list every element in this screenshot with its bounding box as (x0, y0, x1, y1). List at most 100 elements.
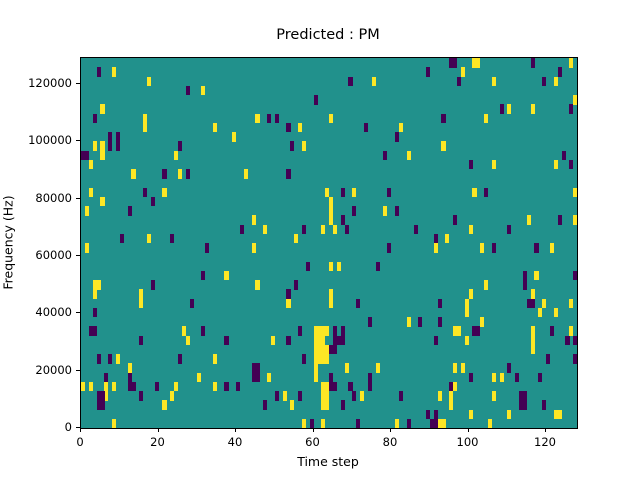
heatmap-cell (96, 67, 101, 77)
heatmap-cell (553, 76, 558, 87)
heatmap-cell (363, 122, 369, 133)
heatmap-cell (267, 372, 272, 383)
heatmap-cell (201, 270, 206, 281)
heatmap-cell (507, 224, 512, 235)
heatmap-cell (201, 326, 206, 336)
heatmap-cell (88, 187, 93, 198)
heatmap-cell (476, 58, 481, 68)
heatmap-cell (507, 409, 512, 420)
x-tick-label: 60 (305, 435, 320, 449)
heatmap-cell (263, 224, 268, 235)
heatmap-cell (301, 141, 307, 151)
heatmap-cell (356, 298, 361, 309)
heatmap-cell (340, 335, 345, 346)
x-tick-mark (312, 428, 314, 432)
heatmap-cell (96, 400, 101, 410)
heatmap-cell (549, 326, 555, 336)
heatmap-cell (112, 67, 117, 77)
heatmap-cell (433, 243, 438, 253)
heatmap-cell (573, 95, 577, 105)
x-tick-label: 120 (534, 435, 556, 449)
heatmap-cell (313, 335, 318, 346)
heatmap-cell (212, 122, 217, 133)
heatmap-cell (313, 363, 318, 373)
heatmap-cell (115, 141, 121, 151)
heatmap-cell (313, 95, 318, 105)
heatmap-cell (150, 196, 155, 207)
heatmap-cell (464, 298, 469, 309)
heatmap-cell (429, 418, 434, 428)
heatmap-cell (298, 122, 303, 133)
heatmap-cell (274, 113, 279, 124)
heatmap-cell (491, 243, 496, 253)
heatmap-cell (100, 400, 105, 410)
heatmap-cell (100, 391, 105, 401)
heatmap-cell (251, 372, 256, 383)
heatmap-cell (542, 76, 547, 87)
heatmap-cell (530, 344, 535, 355)
x-axis-label: Time step (297, 454, 359, 469)
heatmap-cell (352, 206, 357, 216)
heatmap-cell (162, 187, 167, 198)
heatmap-cell (565, 335, 570, 346)
heatmap-cell (321, 400, 326, 410)
heatmap-cell (112, 418, 117, 428)
heatmap-cell (170, 391, 175, 401)
heatmap-cell (127, 363, 132, 373)
heatmap-cell (437, 391, 442, 401)
y-tick-label: 0 (64, 420, 72, 434)
heatmap-cell (387, 243, 392, 253)
heatmap-cell (484, 187, 489, 198)
heatmap-cell (143, 122, 148, 133)
heatmap-cell (522, 280, 527, 290)
heatmap-cell (406, 418, 411, 428)
heatmap-plot-area (80, 57, 578, 429)
heatmap-cell (460, 67, 465, 77)
y-tick-mark (76, 369, 80, 371)
heatmap-cell (487, 418, 493, 428)
heatmap-cell (569, 58, 574, 68)
heatmap-cell (472, 58, 477, 68)
heatmap-cell (313, 326, 318, 336)
heatmap-cell (255, 363, 260, 373)
heatmap-cell (329, 215, 334, 225)
heatmap-cell (433, 335, 438, 346)
heatmap-cell (313, 344, 318, 355)
heatmap-cell (325, 400, 330, 410)
heatmap-cell (146, 233, 152, 244)
heatmap-cell (212, 354, 217, 364)
heatmap-cell (100, 196, 105, 207)
heatmap-cell (542, 400, 547, 410)
heatmap-cell (84, 150, 90, 161)
heatmap-cell (185, 85, 190, 96)
heatmap-cell (301, 354, 307, 364)
heatmap-cell (557, 409, 562, 420)
heatmap-cell (224, 270, 229, 281)
heatmap-cell (88, 159, 93, 170)
heatmap-cell (298, 326, 303, 336)
heatmap-cell (499, 372, 504, 383)
y-tick-label: 120000 (28, 75, 72, 90)
heatmap-cell (538, 307, 543, 318)
heatmap-cell (522, 400, 527, 410)
chart-title: Predicted : PM (276, 27, 380, 43)
y-tick-mark (76, 254, 80, 256)
heatmap-cell (573, 215, 577, 225)
heatmap-cell (522, 391, 527, 401)
heatmap-cell (348, 381, 353, 392)
heatmap-cell (92, 113, 97, 124)
heatmap-cell (356, 418, 361, 428)
heatmap-cell (449, 58, 454, 68)
heatmap-cell (383, 150, 388, 161)
heatmap-cell (170, 233, 175, 244)
heatmap-cell (329, 261, 334, 272)
heatmap-cell (100, 104, 105, 114)
heatmap-cell (453, 381, 458, 392)
heatmap-cell (325, 344, 330, 355)
heatmap-cell (530, 58, 535, 68)
heatmap-cell (329, 113, 334, 124)
heatmap-cell (301, 224, 307, 235)
heatmap-cell (108, 141, 113, 151)
heatmap-cell (394, 132, 400, 142)
x-tick-mark (390, 428, 391, 432)
